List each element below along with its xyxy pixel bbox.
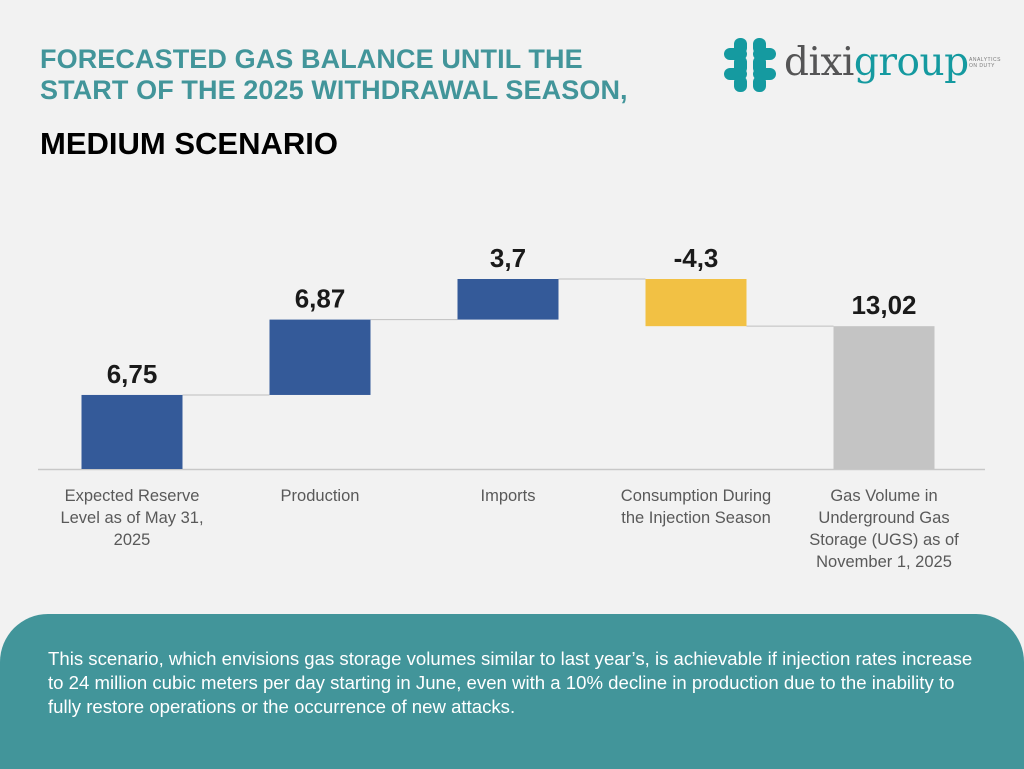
data-label-2: 6,87: [295, 284, 346, 314]
data-label-3: 3,7: [490, 243, 526, 273]
chart-subtitle: MEDIUM SCENARIO: [40, 126, 338, 161]
chart-title: FORECASTED GAS BALANCE UNTIL THE START O…: [40, 44, 628, 106]
category-label-line: Production: [280, 487, 360, 505]
category-label-3: Imports: [413, 485, 603, 507]
category-label-line: Gas Volume in: [830, 487, 938, 505]
logo-tagline-line-1: ANALYTICS: [969, 57, 1001, 63]
waterfall-chart: 6,75 6,87 3,7 -4,3 13,02: [38, 243, 985, 471]
logo-tagline-line-2: ON DUTY: [969, 63, 995, 69]
category-label-line: Underground Gas: [818, 509, 950, 527]
logo-wordmark: dixigroup: [784, 38, 969, 88]
category-label-line: Level as of May 31,: [60, 509, 204, 527]
category-label-1: Expected Reserve Level as of May 31, 2025: [37, 485, 227, 551]
bar-2: [269, 319, 371, 395]
logo-wordmark-group: group: [853, 40, 969, 85]
data-label-5: 13,02: [851, 290, 916, 320]
footer-panel: [0, 614, 1024, 769]
category-label-line: Expected Reserve: [64, 487, 200, 505]
chart-title-line-2: START OF THE 2025 WITHDRAWAL SEASON,: [40, 75, 628, 105]
category-label-line: 2025: [113, 531, 151, 549]
logo-wordmark-dixi: dixi: [784, 40, 854, 85]
dixigroup-brain-icon: [724, 38, 776, 92]
category-label-line: Imports: [480, 487, 536, 505]
bar-4: [645, 279, 747, 327]
category-label-line: November 1, 2025: [816, 553, 952, 571]
bar-5: [833, 326, 935, 469]
bar-1: [81, 394, 183, 469]
logo-tagline: ANALYTICS ON DUTY: [969, 57, 1001, 69]
data-label-4: -4,3: [674, 243, 719, 273]
footer-text: This scenario, which envisions gas stora…: [48, 648, 973, 717]
category-label-2: Production: [225, 485, 415, 507]
category-label-5: Gas Volume in Underground Gas Storage (UGS…: [789, 485, 979, 573]
bar-3: [457, 279, 559, 320]
category-label-line: Consumption During: [620, 487, 772, 505]
category-label-line: Storage (UGS) as of: [809, 531, 959, 549]
dixigroup-logo: dixigroup ANALYTICS ON DUTY: [722, 36, 1002, 96]
category-label-line: the Injection Season: [621, 509, 771, 527]
chart-title-line-1: FORECASTED GAS BALANCE UNTIL THE: [40, 44, 583, 74]
category-label-4: Consumption During the Injection Season: [601, 485, 791, 529]
data-label-1: 6,75: [107, 359, 158, 389]
